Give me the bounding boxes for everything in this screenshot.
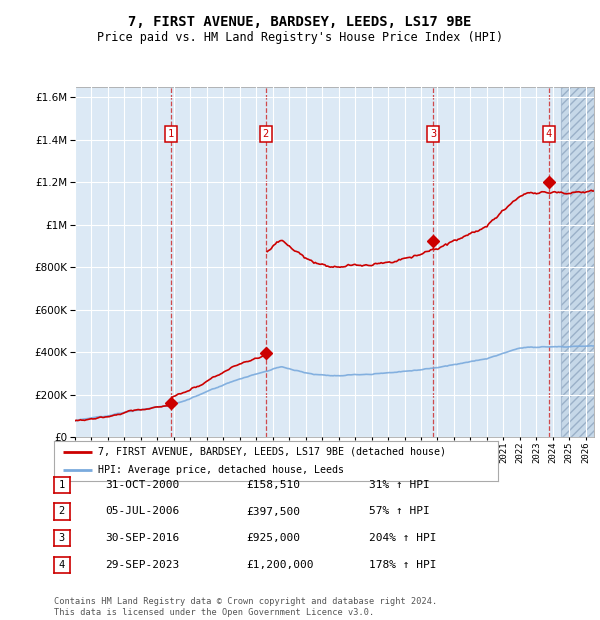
Text: 31-OCT-2000: 31-OCT-2000: [105, 480, 179, 490]
Text: 7, FIRST AVENUE, BARDSEY, LEEDS, LS17 9BE: 7, FIRST AVENUE, BARDSEY, LEEDS, LS17 9B…: [128, 16, 472, 30]
Text: 05-JUL-2006: 05-JUL-2006: [105, 507, 179, 516]
Text: 204% ↑ HPI: 204% ↑ HPI: [369, 533, 437, 543]
Text: 1: 1: [168, 129, 174, 139]
Text: £925,000: £925,000: [246, 533, 300, 543]
Text: 31% ↑ HPI: 31% ↑ HPI: [369, 480, 430, 490]
Text: 1: 1: [59, 480, 65, 490]
Text: 3: 3: [59, 533, 65, 543]
Text: 57% ↑ HPI: 57% ↑ HPI: [369, 507, 430, 516]
Text: Contains HM Land Registry data © Crown copyright and database right 2024.
This d: Contains HM Land Registry data © Crown c…: [54, 598, 437, 617]
Text: £1,200,000: £1,200,000: [246, 560, 314, 570]
Text: 2: 2: [263, 129, 269, 139]
Text: 3: 3: [430, 129, 436, 139]
Text: HPI: Average price, detached house, Leeds: HPI: Average price, detached house, Leed…: [98, 465, 344, 475]
Text: 29-SEP-2023: 29-SEP-2023: [105, 560, 179, 570]
Bar: [561, 87, 594, 437]
Text: 7, FIRST AVENUE, BARDSEY, LEEDS, LS17 9BE (detached house): 7, FIRST AVENUE, BARDSEY, LEEDS, LS17 9B…: [98, 447, 446, 457]
Text: 30-SEP-2016: 30-SEP-2016: [105, 533, 179, 543]
Text: 2: 2: [59, 507, 65, 516]
Text: £397,500: £397,500: [246, 507, 300, 516]
Text: £158,510: £158,510: [246, 480, 300, 490]
Text: 4: 4: [59, 560, 65, 570]
Text: 4: 4: [545, 129, 552, 139]
Text: Price paid vs. HM Land Registry's House Price Index (HPI): Price paid vs. HM Land Registry's House …: [97, 31, 503, 44]
Text: 178% ↑ HPI: 178% ↑ HPI: [369, 560, 437, 570]
